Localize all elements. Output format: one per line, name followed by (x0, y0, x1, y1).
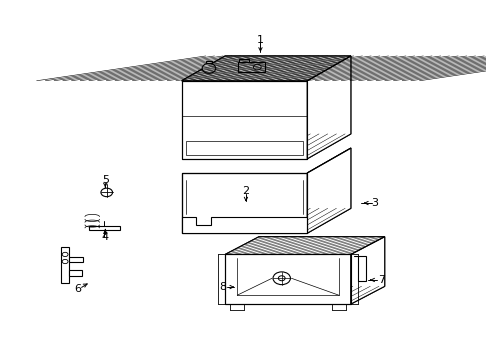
Bar (186, 141, 302, 155)
Circle shape (202, 63, 215, 73)
Circle shape (278, 276, 285, 281)
Circle shape (101, 188, 112, 197)
Bar (61, 247, 69, 283)
Text: 8: 8 (219, 282, 226, 292)
Polygon shape (181, 81, 307, 159)
Bar (69, 270, 81, 276)
Polygon shape (224, 237, 384, 255)
Polygon shape (181, 56, 350, 81)
Text: 1: 1 (256, 35, 264, 45)
Polygon shape (307, 148, 350, 233)
Text: 4: 4 (102, 232, 109, 242)
Text: 3: 3 (371, 198, 378, 208)
Polygon shape (89, 226, 120, 230)
Text: 6: 6 (74, 284, 81, 294)
Bar (238, 62, 264, 72)
Polygon shape (224, 255, 350, 304)
Polygon shape (181, 56, 350, 81)
Polygon shape (350, 237, 384, 304)
Bar (239, 59, 248, 62)
Bar (69, 257, 83, 261)
Circle shape (62, 252, 68, 257)
Polygon shape (307, 56, 350, 159)
Text: 5: 5 (102, 175, 108, 185)
Circle shape (62, 260, 68, 264)
Bar (205, 60, 211, 63)
Text: 7: 7 (377, 275, 384, 285)
Bar (357, 256, 365, 281)
Circle shape (272, 272, 290, 285)
Polygon shape (181, 173, 307, 233)
Polygon shape (307, 56, 350, 159)
Polygon shape (307, 148, 350, 233)
Polygon shape (224, 237, 384, 255)
Text: 2: 2 (242, 186, 249, 196)
Circle shape (253, 64, 261, 70)
Polygon shape (181, 217, 307, 233)
Polygon shape (350, 237, 384, 304)
